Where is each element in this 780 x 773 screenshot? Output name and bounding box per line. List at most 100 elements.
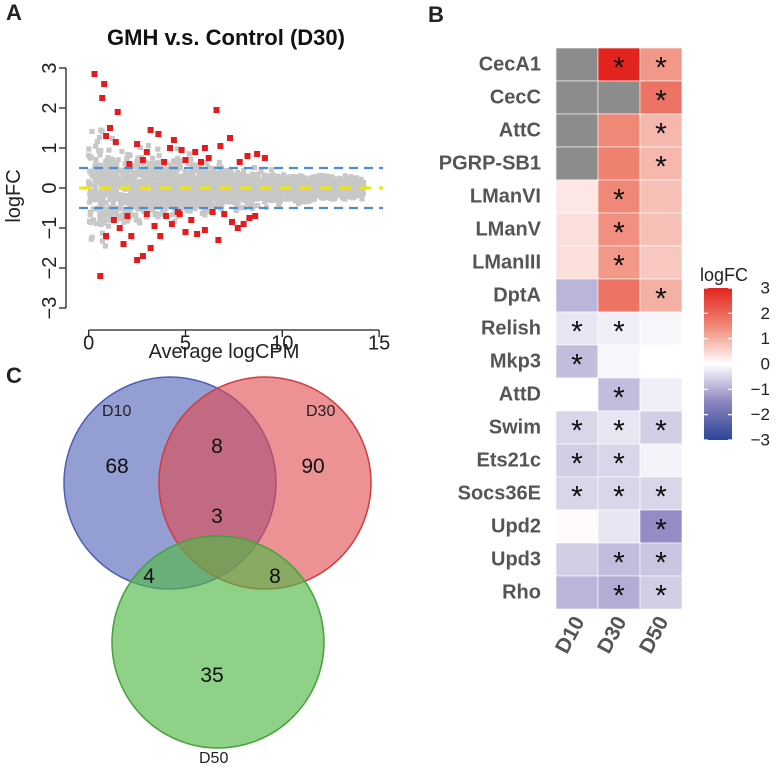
ma-point-sig bbox=[139, 253, 146, 259]
venn-count-d10-only: 68 bbox=[105, 455, 128, 478]
ma-point-nonsig bbox=[241, 167, 247, 173]
ma-plot-title: GMH v.s. Control (D30) bbox=[107, 25, 345, 50]
ma-point-nonsig bbox=[121, 173, 128, 179]
ma-point-nonsig bbox=[109, 135, 116, 142]
ma-point-nonsig bbox=[336, 180, 342, 186]
ma-point-nonsig bbox=[118, 167, 124, 173]
ma-point-sig bbox=[178, 147, 185, 153]
ma-point-nonsig bbox=[328, 183, 334, 189]
ma-point-nonsig bbox=[154, 171, 160, 177]
ma-point-nonsig bbox=[216, 164, 222, 170]
ma-point-nonsig bbox=[259, 179, 265, 185]
ma-point-nonsig bbox=[325, 194, 331, 200]
heatmap-row-label: Upd3 bbox=[491, 549, 541, 571]
ma-point-nonsig bbox=[172, 196, 178, 202]
heatmap-row-label: CecA1 bbox=[479, 54, 541, 76]
heatmap-row-label: LManIII bbox=[472, 252, 541, 274]
ma-point-nonsig bbox=[314, 185, 321, 191]
ma-point-nonsig bbox=[200, 203, 206, 209]
ma-point-nonsig bbox=[190, 166, 197, 172]
venn-count-d50-only: 35 bbox=[200, 664, 223, 687]
ma-point-nonsig bbox=[167, 188, 173, 194]
ma-point-nonsig bbox=[94, 139, 100, 145]
ma-point-nonsig bbox=[305, 194, 311, 200]
ma-point-nonsig bbox=[199, 168, 205, 174]
ma-point-nonsig bbox=[120, 212, 126, 218]
ma-point-nonsig bbox=[88, 154, 94, 160]
ma-point-nonsig bbox=[217, 177, 223, 183]
ma-point-sig bbox=[107, 125, 113, 131]
heatmap-cell bbox=[555, 47, 599, 82]
ma-point-nonsig bbox=[171, 167, 177, 173]
y-tick-label: 0 bbox=[39, 182, 61, 193]
ma-point-nonsig bbox=[93, 157, 99, 163]
ma-point-nonsig bbox=[98, 200, 104, 206]
ma-point-nonsig bbox=[211, 177, 218, 183]
ma-point-nonsig bbox=[87, 191, 93, 197]
ma-point-nonsig bbox=[224, 199, 230, 205]
ma-point-nonsig bbox=[167, 175, 173, 182]
significance-star: * bbox=[571, 349, 583, 382]
panel-a-label: A bbox=[6, 0, 22, 25]
ma-point-nonsig bbox=[183, 171, 189, 177]
ma-point-sig bbox=[174, 209, 181, 215]
ma-point-nonsig bbox=[287, 174, 293, 180]
ma-point-nonsig bbox=[105, 177, 111, 183]
ma-point-nonsig bbox=[209, 188, 215, 194]
significance-star: * bbox=[613, 547, 625, 580]
ma-point-nonsig bbox=[105, 155, 111, 161]
ma-point-nonsig bbox=[131, 174, 137, 181]
heatmap-cell bbox=[597, 179, 641, 214]
ma-point-sig bbox=[157, 233, 164, 239]
heatmap-cell bbox=[639, 245, 683, 280]
ma-point-nonsig bbox=[314, 178, 320, 185]
ma-point-nonsig bbox=[117, 199, 124, 205]
ma-point-nonsig bbox=[172, 158, 178, 164]
ma-point-nonsig bbox=[209, 202, 215, 208]
ma-point-sig bbox=[188, 217, 195, 223]
ma-point-nonsig bbox=[269, 198, 275, 204]
ma-point-nonsig bbox=[333, 176, 339, 182]
ma-point-nonsig bbox=[203, 168, 209, 174]
ma-point-nonsig bbox=[136, 200, 142, 206]
ma-point-nonsig bbox=[247, 202, 253, 208]
ma-point-nonsig bbox=[323, 183, 329, 189]
ma-point-nonsig bbox=[183, 202, 189, 208]
ma-point-sig bbox=[236, 159, 243, 165]
ma-point-nonsig bbox=[344, 192, 350, 198]
ma-point-nonsig bbox=[92, 183, 98, 189]
ma-point-nonsig bbox=[103, 192, 109, 198]
ma-point-nonsig bbox=[109, 174, 115, 180]
ma-point-nonsig bbox=[324, 173, 330, 179]
heatmap-cell bbox=[639, 344, 683, 379]
ma-point-nonsig bbox=[111, 193, 117, 199]
ma-point-nonsig bbox=[216, 180, 222, 187]
ma-point-nonsig bbox=[158, 211, 164, 217]
heatmap-cell bbox=[555, 212, 599, 247]
ma-point-nonsig bbox=[111, 182, 117, 188]
ma-point-nonsig bbox=[137, 178, 143, 185]
ma-point-nonsig bbox=[196, 174, 202, 180]
ma-point-nonsig bbox=[204, 207, 210, 213]
heatmap-cell bbox=[555, 476, 599, 511]
legend-colorbar bbox=[704, 288, 732, 440]
ma-point-nonsig bbox=[187, 183, 193, 189]
ma-point-nonsig bbox=[89, 234, 95, 240]
ma-point-nonsig bbox=[107, 167, 113, 173]
ma-point-sig bbox=[91, 71, 98, 77]
legend-tick-label: 0 bbox=[761, 355, 770, 374]
heatmap-cell bbox=[639, 278, 683, 313]
ma-point-nonsig bbox=[100, 220, 107, 226]
ma-point-nonsig bbox=[155, 214, 161, 220]
ma-point-nonsig bbox=[175, 146, 181, 152]
ma-point-nonsig bbox=[110, 186, 117, 192]
ma-point-nonsig bbox=[106, 163, 112, 169]
ma-point-nonsig bbox=[96, 148, 102, 154]
significance-star: * bbox=[613, 481, 625, 514]
ma-point-nonsig bbox=[255, 203, 261, 209]
ma-point-nonsig bbox=[155, 201, 161, 207]
ma-point-nonsig bbox=[185, 192, 191, 198]
heatmap-cell bbox=[555, 509, 599, 544]
ma-point-nonsig bbox=[162, 194, 168, 200]
ma-point-nonsig bbox=[316, 173, 322, 179]
